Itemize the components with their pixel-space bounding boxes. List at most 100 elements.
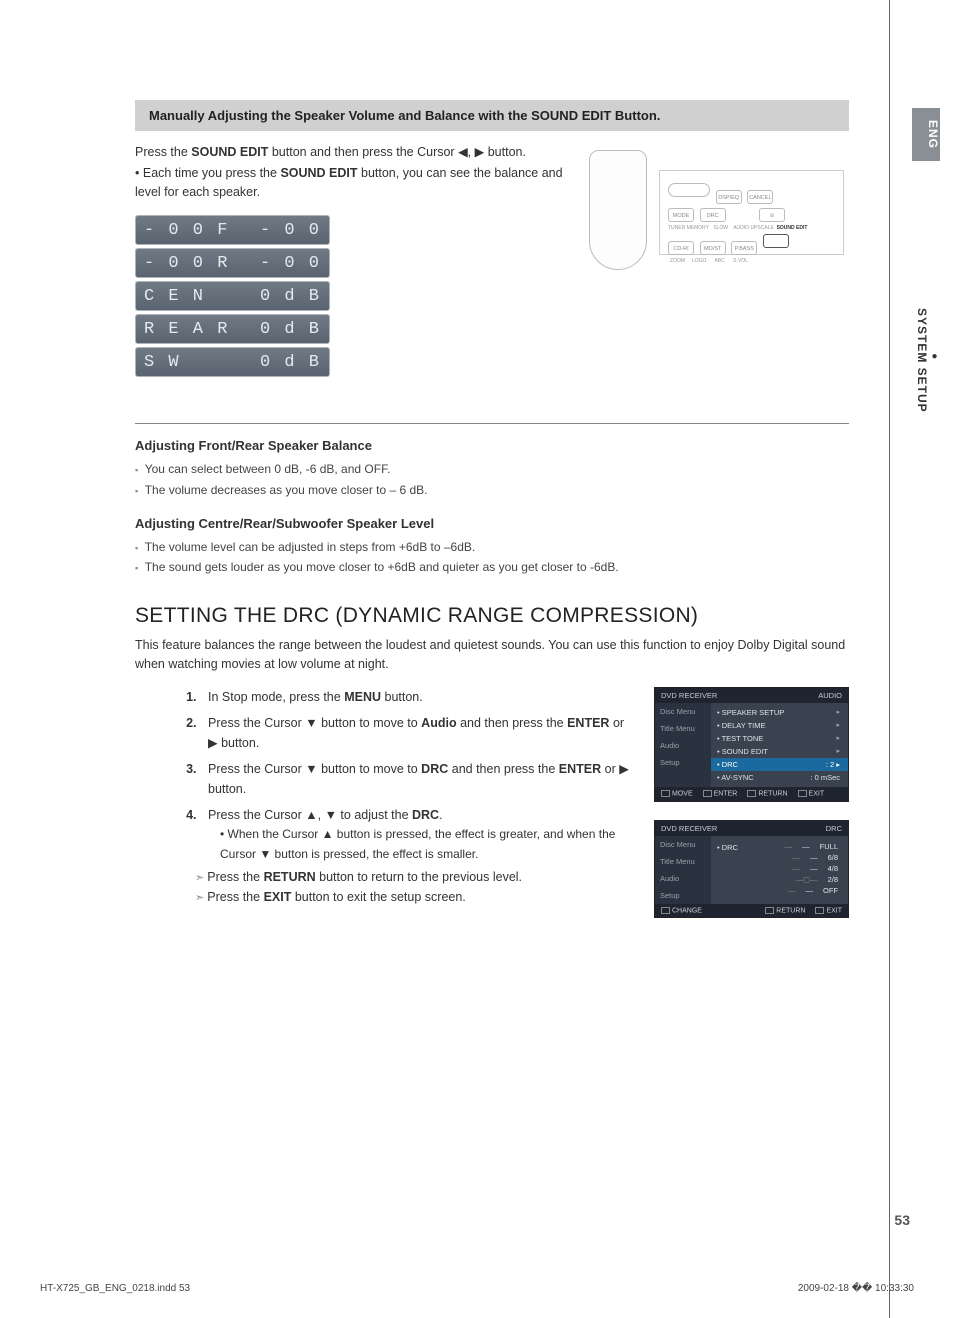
- list-item: The sound gets louder as you move closer…: [135, 557, 849, 577]
- osd-audio-menu: DVD RECEIVERAUDIO Disc Menu Title Menu A…: [654, 687, 849, 801]
- t: Press the: [135, 145, 191, 159]
- step-4-sub: • When the Cursor ▲ button is pressed, t…: [220, 825, 632, 863]
- t: : 0 mSec: [810, 773, 840, 782]
- page-number: 53: [894, 1212, 910, 1228]
- list-item: You can select between 0 dB, -6 dB, and …: [135, 459, 849, 479]
- balance-list: You can select between 0 dB, -6 dB, and …: [135, 459, 849, 500]
- remote-btn: CANCEL: [747, 190, 773, 204]
- osd-nav: Audio: [655, 870, 711, 887]
- t: SOUND EDIT: [722, 747, 768, 756]
- osd-foot: EXIT: [798, 790, 825, 797]
- list-item: The volume decreases as you move closer …: [135, 480, 849, 500]
- footer-filename: HT-X725_GB_ENG_0218.indd 53: [40, 1283, 190, 1294]
- lcd-row: - 0 0 R - 0 0: [135, 248, 330, 278]
- remote-btn: CD-RI: [668, 241, 694, 255]
- t: FULL: [820, 842, 838, 851]
- intro-bullet: Each time you press the SOUND EDIT butto…: [135, 164, 580, 202]
- remote-btn: [668, 183, 710, 197]
- t: 4/8: [828, 864, 838, 873]
- t: and then press the: [448, 762, 559, 776]
- t: DRC: [722, 843, 738, 852]
- t: Press the Cursor ▲, ▼ to adjust the: [208, 808, 412, 822]
- t: TEST TONE: [722, 734, 764, 743]
- t: RETURN: [264, 870, 316, 884]
- osd-foot: RETURN: [765, 907, 805, 914]
- osd-screenshots: DVD RECEIVER AUDIO Disc Menu Title Menu A…: [654, 687, 849, 936]
- osd-foot: RETURN: [747, 790, 787, 797]
- lbl: ABC: [714, 258, 724, 264]
- t: DRC: [421, 762, 448, 776]
- lbl: SLOW: [713, 225, 728, 231]
- t: ENTER: [559, 762, 601, 776]
- osd-title-r: DRC: [826, 824, 842, 833]
- remote-btn: MODE: [668, 208, 694, 222]
- osd-foot: CHANGE: [661, 907, 702, 914]
- footer-timestamp: 2009-02-18 �� 10:33:30: [798, 1283, 914, 1294]
- osd-nav: Setup: [655, 887, 711, 904]
- side-tab-lang: ENG: [912, 108, 940, 161]
- remote-btn: DRC: [700, 208, 726, 222]
- lbl: LOGO: [692, 258, 706, 264]
- lcd-row: S W 0 d B: [135, 347, 330, 377]
- lcd-r: - 0 0: [260, 221, 321, 240]
- remote-illustration: DSP/EQ CANCEL MODE DRC ⊘ TUNER MEMORY SL…: [589, 150, 844, 280]
- step-2: Press the Cursor ▼ button to move to Aud…: [200, 713, 632, 753]
- t: MENU: [344, 690, 381, 704]
- osd-foot: EXIT: [815, 907, 842, 914]
- remote-btn: DSP/EQ: [716, 190, 742, 204]
- osd-nav: Title Menu: [655, 720, 711, 737]
- lcd-l: S W: [144, 353, 181, 372]
- t: 2/8: [828, 875, 838, 884]
- osd-drc-menu: DVD RECEIVERDRC Disc Menu Title Menu Aud…: [654, 820, 849, 918]
- list-item: The volume level can be adjusted in step…: [135, 537, 849, 557]
- t: DELAY TIME: [722, 721, 766, 730]
- side-tab-section: SYSTEM SETUP: [912, 280, 940, 440]
- t: In Stop mode, press the: [208, 690, 344, 704]
- t: DRC: [412, 808, 439, 822]
- t: When the Cursor ▲ button is pressed, the…: [220, 827, 615, 860]
- lcd-l: - 0 0 F: [144, 221, 229, 240]
- subheading-level: Adjusting Centre/Rear/Subwoofer Speaker …: [135, 516, 849, 531]
- t: ▸: [836, 747, 840, 756]
- lcd-l: - 0 0 R: [144, 254, 229, 273]
- lcd-r: 0 d B: [260, 353, 321, 372]
- lcd-r: - 0 0: [260, 254, 321, 273]
- t: SOUND EDIT: [191, 145, 268, 159]
- lbl: SOUND EDIT: [777, 225, 808, 231]
- intro-line-1: Press the SOUND EDIT button and then pre…: [135, 143, 580, 162]
- remote-closeup: DSP/EQ CANCEL MODE DRC ⊘ TUNER MEMORY SL…: [659, 170, 844, 255]
- t: button and then press the Cursor ◀, ▶ bu…: [268, 145, 526, 159]
- return-line: Press the RETURN button to return to the…: [195, 870, 632, 884]
- t: ENTER: [567, 716, 609, 730]
- t: ▸: [836, 721, 840, 730]
- lcd-row: C E N 0 d B: [135, 281, 330, 311]
- t: .: [439, 808, 442, 822]
- t: Press the: [207, 870, 263, 884]
- osd-foot: ENTER: [703, 790, 738, 797]
- step-1: In Stop mode, press the MENU button.: [200, 687, 632, 707]
- subheading-balance: Adjusting Front/Rear Speaker Balance: [135, 438, 849, 453]
- t: DRC: [722, 760, 738, 769]
- osd-title-r: AUDIO: [818, 691, 842, 700]
- osd-nav: Setup: [655, 754, 711, 771]
- t: ▸: [836, 708, 840, 717]
- divider: [135, 423, 849, 424]
- osd-nav: Disc Menu: [655, 836, 711, 853]
- osd-foot: MOVE: [661, 790, 693, 797]
- lcd-row: R E A R0 d B: [135, 314, 330, 344]
- t: OFF: [823, 886, 838, 895]
- step-4: Press the Cursor ▲, ▼ to adjust the DRC.…: [200, 805, 632, 863]
- lbl: AUDIO UPSCALE: [733, 225, 774, 231]
- lcd-display-stack: - 0 0 F - 0 0 - 0 0 R - 0 0 C E N 0 d B R E…: [135, 215, 580, 377]
- osd-title: DVD RECEIVER: [661, 691, 717, 700]
- lcd-r: 0 d B: [260, 287, 321, 306]
- step-3: Press the Cursor ▼ button to move to DRC…: [200, 759, 632, 799]
- lbl: ZOOM: [670, 258, 685, 264]
- level-list: The volume level can be adjusted in step…: [135, 537, 849, 578]
- t: Each time you press the: [143, 166, 281, 180]
- lcd-l: C E N: [144, 287, 205, 306]
- section-heading-drc: SETTING THE DRC (DYNAMIC RANGE COMPRESSI…: [135, 604, 849, 628]
- remote-btn: ⊘: [759, 208, 785, 222]
- t: Press the Cursor ▼ button to move to: [208, 716, 421, 730]
- osd-title: DVD RECEIVER: [661, 824, 717, 833]
